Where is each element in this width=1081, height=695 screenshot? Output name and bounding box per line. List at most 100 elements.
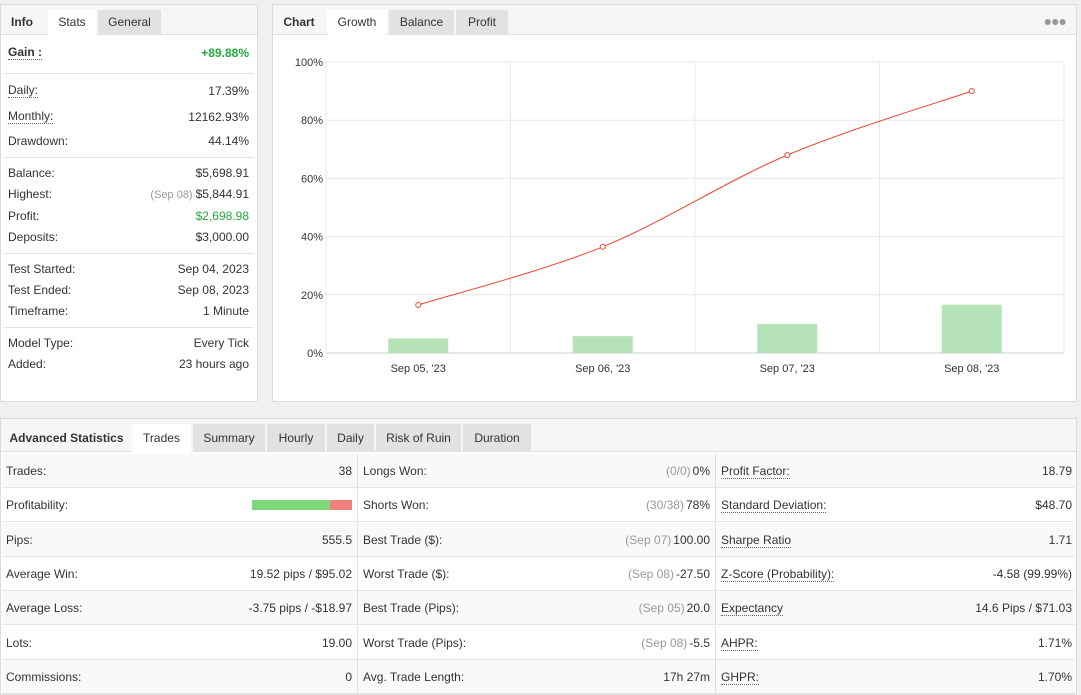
table-cell: Z-Score (Probability): -4.58 (99.99%) xyxy=(717,557,1077,591)
stat-value: -5.5 xyxy=(689,635,710,650)
tab-daily[interactable]: Daily xyxy=(327,424,374,452)
stat-value: 20.0 xyxy=(686,601,710,616)
profit-row: Profit: $2,698.98 xyxy=(8,208,249,224)
table-cell: Best Trade ($): (Sep 07) 100.00 xyxy=(359,522,716,557)
stat-value-wrap: 18.79 xyxy=(1042,454,1072,488)
growth-point xyxy=(599,243,606,250)
growth-point xyxy=(968,88,975,95)
daily-value: 17.39% xyxy=(208,84,249,98)
tab-chart[interactable]: Chart xyxy=(283,15,315,29)
stat-label: Average Win: xyxy=(6,566,78,581)
table-cell: Worst Trade ($): (Sep 08) -27.50 xyxy=(359,556,716,591)
stat-value: 38 xyxy=(338,464,352,478)
stat-value: 1.70% xyxy=(1037,669,1072,684)
tab-risk-of-ruin[interactable]: Risk of Ruin xyxy=(376,424,461,452)
stat-label: Average Loss: xyxy=(6,601,83,616)
growth-point xyxy=(415,301,422,308)
tab-growth[interactable]: Growth xyxy=(327,10,387,35)
stat-label[interactable]: GHPR: xyxy=(721,669,760,685)
stat-value-wrap: (Sep 07) 100.00 xyxy=(625,523,710,557)
growth-bar xyxy=(941,304,1002,353)
table-row: Profitability: Shorts Won: (30/38) 78% Stand… xyxy=(2,488,1077,523)
table-cell: Avg. Trade Length: 17h 27m xyxy=(359,659,716,694)
ellipsis-icon[interactable]: ●●● xyxy=(1043,13,1067,29)
deposits-label: Deposits: xyxy=(8,230,59,244)
test-started-value: Sep 04, 2023 xyxy=(177,262,249,276)
stat-value: -4.58 (99.99%) xyxy=(992,566,1072,581)
x-tick-label: Sep 06, '23 xyxy=(575,363,630,375)
stat-label[interactable]: Expectancy xyxy=(721,601,784,617)
table-cell: Sharpe Ratio 1.71 xyxy=(717,523,1077,557)
tab-summary[interactable]: Summary xyxy=(193,424,265,452)
table-row: Commissions: 0 Avg. Trade Length: 17h 27m GH… xyxy=(2,659,1075,694)
profitability-bar xyxy=(252,500,352,511)
table-cell: Longs Won: (0/0) 0% xyxy=(359,454,716,488)
timeframe-label: Timeframe: xyxy=(8,304,69,318)
stat-value-wrap: 1.71 xyxy=(1049,523,1072,557)
daily-label[interactable]: Daily: xyxy=(8,83,39,98)
stat-value-wrap: -3.75 pips / -$18.97 xyxy=(249,591,352,625)
table-cell: Expectancy 14.6 Pips / $71.03 xyxy=(717,591,1077,625)
tab-hourly[interactable]: Hourly xyxy=(267,424,325,452)
test-ended-row: Test Ended: Sep 08, 2023 xyxy=(8,282,249,298)
tab-stats[interactable]: Stats xyxy=(48,10,96,35)
drawdown-value: 44.14% xyxy=(208,134,249,148)
divider xyxy=(4,327,254,328)
stat-value-wrap: 17h 27m xyxy=(663,660,710,694)
stat-value: 19.52 pips / $95.02 xyxy=(249,566,352,581)
stat-value-wrap: 38 xyxy=(339,454,352,488)
deposits-value: $3,000.00 xyxy=(195,230,249,244)
deposits-row: Deposits: $3,000.00 xyxy=(8,229,249,245)
stat-label[interactable]: Sharpe Ratio xyxy=(721,532,792,548)
growth-bar xyxy=(572,336,633,353)
tab-general[interactable]: General xyxy=(98,10,161,35)
stat-label[interactable]: AHPR: xyxy=(721,635,758,651)
tab-trades[interactable]: Trades xyxy=(132,424,191,452)
stat-value: 78% xyxy=(685,498,710,513)
stat-sub: (0/0) xyxy=(665,464,691,478)
tab-balance[interactable]: Balance xyxy=(389,10,454,35)
stat-label[interactable]: Standard Deviation: xyxy=(721,498,827,514)
growth-chart: 0% 20% 40% 60% 80% 100% Sep 05, '23 Sep 06, '23… xyxy=(295,57,1065,375)
profit-value: $2,698.98 xyxy=(195,209,249,223)
tab-profit[interactable]: Profit xyxy=(456,10,508,35)
stat-label: Best Trade (Pips): xyxy=(363,601,460,616)
stat-value: 17h 27m xyxy=(663,669,710,684)
stat-value-wrap: 19.52 pips / $95.02 xyxy=(250,557,352,591)
stat-value: 1.71 xyxy=(1048,532,1072,547)
stat-sub: (Sep 05) xyxy=(638,601,685,616)
x-tick-label: Sep 07, '23 xyxy=(760,363,815,375)
tab-advanced-statistics[interactable]: Advanced Statistics xyxy=(9,431,124,445)
highest-value: $5,844.91 xyxy=(195,187,249,201)
balance-value: $5,698.91 xyxy=(195,166,249,180)
x-tick-label: Sep 05, '23 xyxy=(391,363,446,375)
info-panel: Info Stats General Gain : +89.88% Daily:… xyxy=(0,4,258,402)
highest-label: Highest: xyxy=(8,187,53,201)
tab-info[interactable]: Info xyxy=(11,15,33,29)
tab-duration[interactable]: Duration xyxy=(463,424,531,452)
model-type-row: Model Type: Every Tick xyxy=(8,335,249,351)
table-row: Average Loss: -3.75 pips / -$18.97 Best Tr… xyxy=(2,591,1077,626)
y-tick-label: 40% xyxy=(301,232,323,244)
stat-value-wrap: (Sep 08) -5.5 xyxy=(641,626,710,660)
y-tick-label: 100% xyxy=(295,57,323,69)
table-cell: Pips: 555.5 xyxy=(2,522,358,557)
stat-value-wrap: (30/38) 78% xyxy=(646,488,710,522)
stat-label[interactable]: Profit Factor: xyxy=(721,464,790,479)
daily-row: Daily: 17.39% xyxy=(8,83,249,99)
added-label: Added: xyxy=(8,357,47,371)
table-cell: AHPR: 1.71% xyxy=(717,626,1077,660)
test-ended-value: Sep 08, 2023 xyxy=(177,283,249,297)
timeframe-value: 1 Minute xyxy=(202,304,249,318)
monthly-label[interactable]: Monthly: xyxy=(8,109,54,124)
profitability-bar-win xyxy=(252,500,330,511)
stat-value: -27.50 xyxy=(675,566,710,581)
stat-label: Commissions: xyxy=(6,669,82,684)
stat-label[interactable]: Z-Score (Probability): xyxy=(721,566,835,582)
gain-label[interactable]: Gain : xyxy=(8,45,43,60)
table-cell: Standard Deviation: $48.70 xyxy=(717,488,1077,522)
table-cell: Average Loss: -3.75 pips / -$18.97 xyxy=(2,591,358,626)
test-ended-label: Test Ended: xyxy=(8,283,72,297)
advanced-tabbar: Advanced Statistics Trades Summary Hourl… xyxy=(1,419,1076,452)
stat-sub: (Sep 07) xyxy=(625,532,672,547)
